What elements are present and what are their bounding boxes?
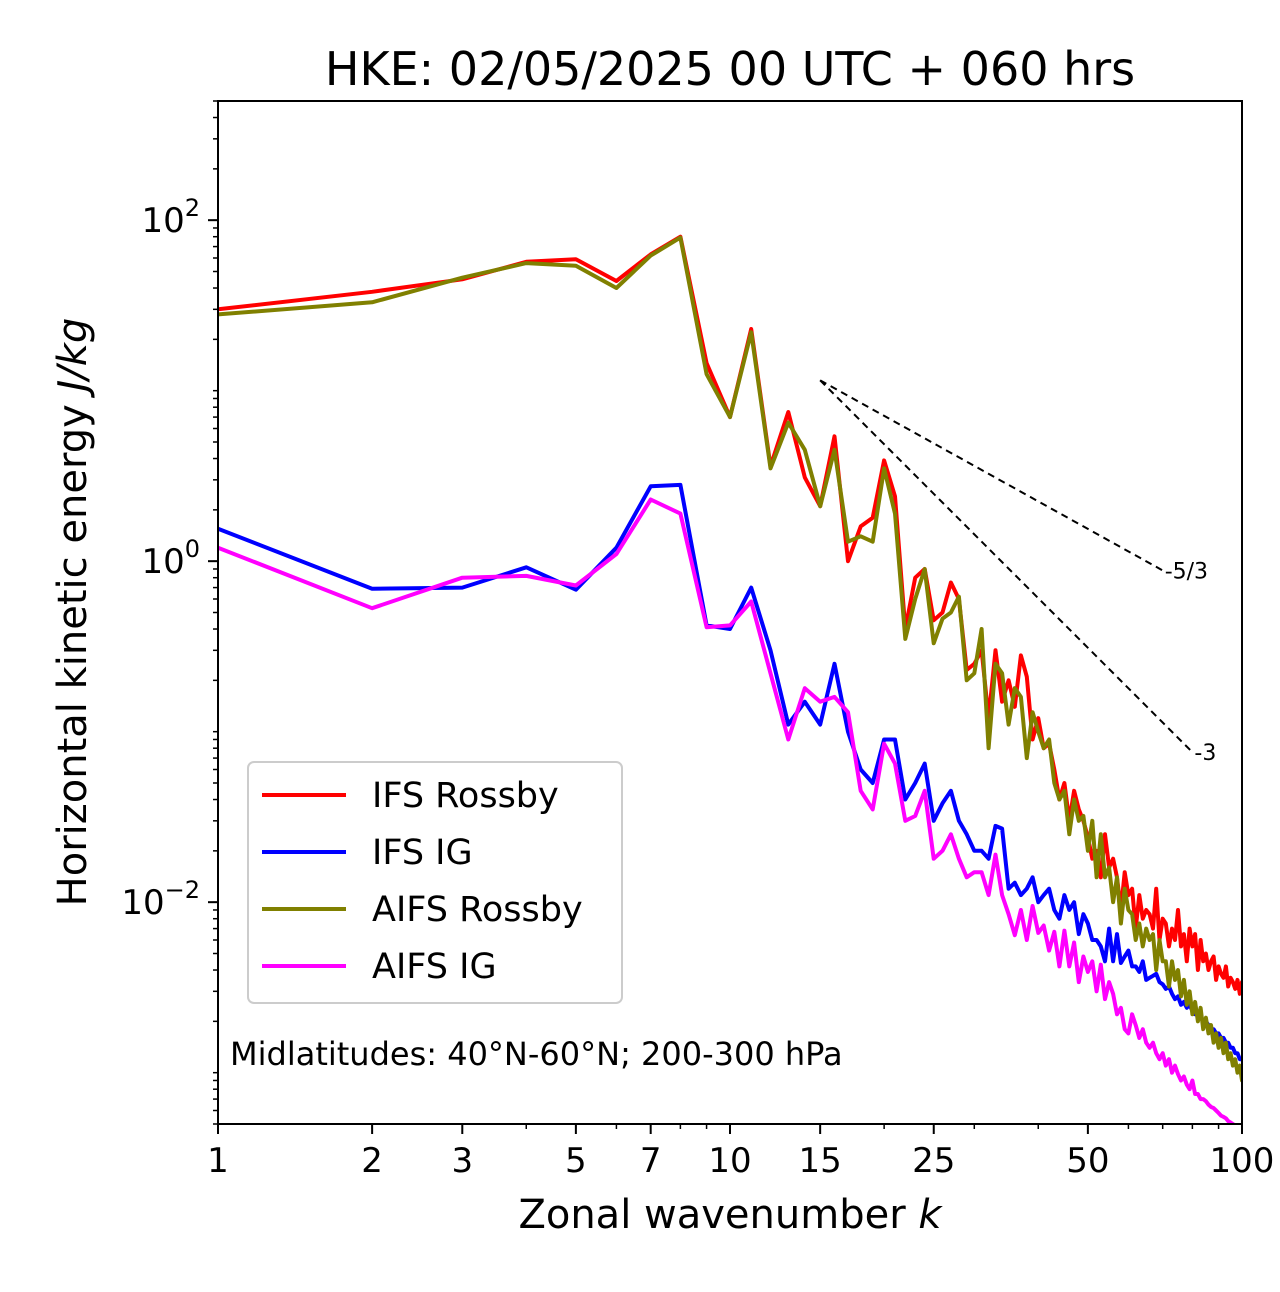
y-axis-title: Horizontal kinetic energy J/kg [50,318,96,907]
series-line-aifs-rossby [218,235,1242,1083]
legend-label: IFS Rossby [372,776,559,816]
x-tick-label: 100 [1210,1141,1275,1181]
x-tick-label: 3 [451,1141,473,1181]
x-axis: 1 2 3 5 7 10 15 25 50 100 [207,1124,1274,1181]
y-tick-label: 10−2 [121,876,200,923]
x-tick-label: 15 [799,1141,842,1181]
y-axis-units: J/kg [50,318,96,399]
legend-box [247,761,623,1004]
legend-label: AIFS IG [372,947,497,987]
series-layer [218,234,1242,1124]
y-axis: 10−2 100 102 [121,100,218,1125]
x-tick-label: 5 [565,1141,587,1181]
legend-label: IFS IG [372,833,473,873]
region-annotation: Midlatitudes: 40°N-60°N; 200-300 hPa [230,1035,843,1073]
x-axis-title: Zonal wavenumber k [518,1192,943,1238]
x-tick-label: 50 [1066,1141,1109,1181]
x-axis-label: Zonal wavenumber [518,1192,906,1238]
slope-line-1 [819,379,1194,753]
x-axis-symbol: k [918,1192,943,1238]
series-line-aifs-ig [218,497,1237,1124]
x-tick-label: 2 [361,1141,383,1181]
x-tick-label: 25 [912,1141,955,1181]
slope-label-1: -3 [1194,741,1216,766]
chart-title: HKE: 02/05/2025 00 UTC + 060 hrs [325,42,1135,96]
y-tick-label: 100 [141,535,200,582]
x-tick-label: 10 [708,1141,751,1181]
slope-line-0 [819,379,1164,572]
legend-label: AIFS Rossby [372,890,583,930]
y-tick-label: 102 [141,194,200,241]
x-tick-label: 7 [640,1141,662,1181]
y-axis-label: Horizontal kinetic energy [50,404,96,906]
slope-label-0: -5/3 [1165,559,1208,584]
x-tick-label: 1 [207,1141,229,1181]
legend: IFS Rossby IFS IG AIFS Rossby AIFS IG [247,761,623,1004]
reference-slopes: -5/3 -3 [819,379,1216,766]
